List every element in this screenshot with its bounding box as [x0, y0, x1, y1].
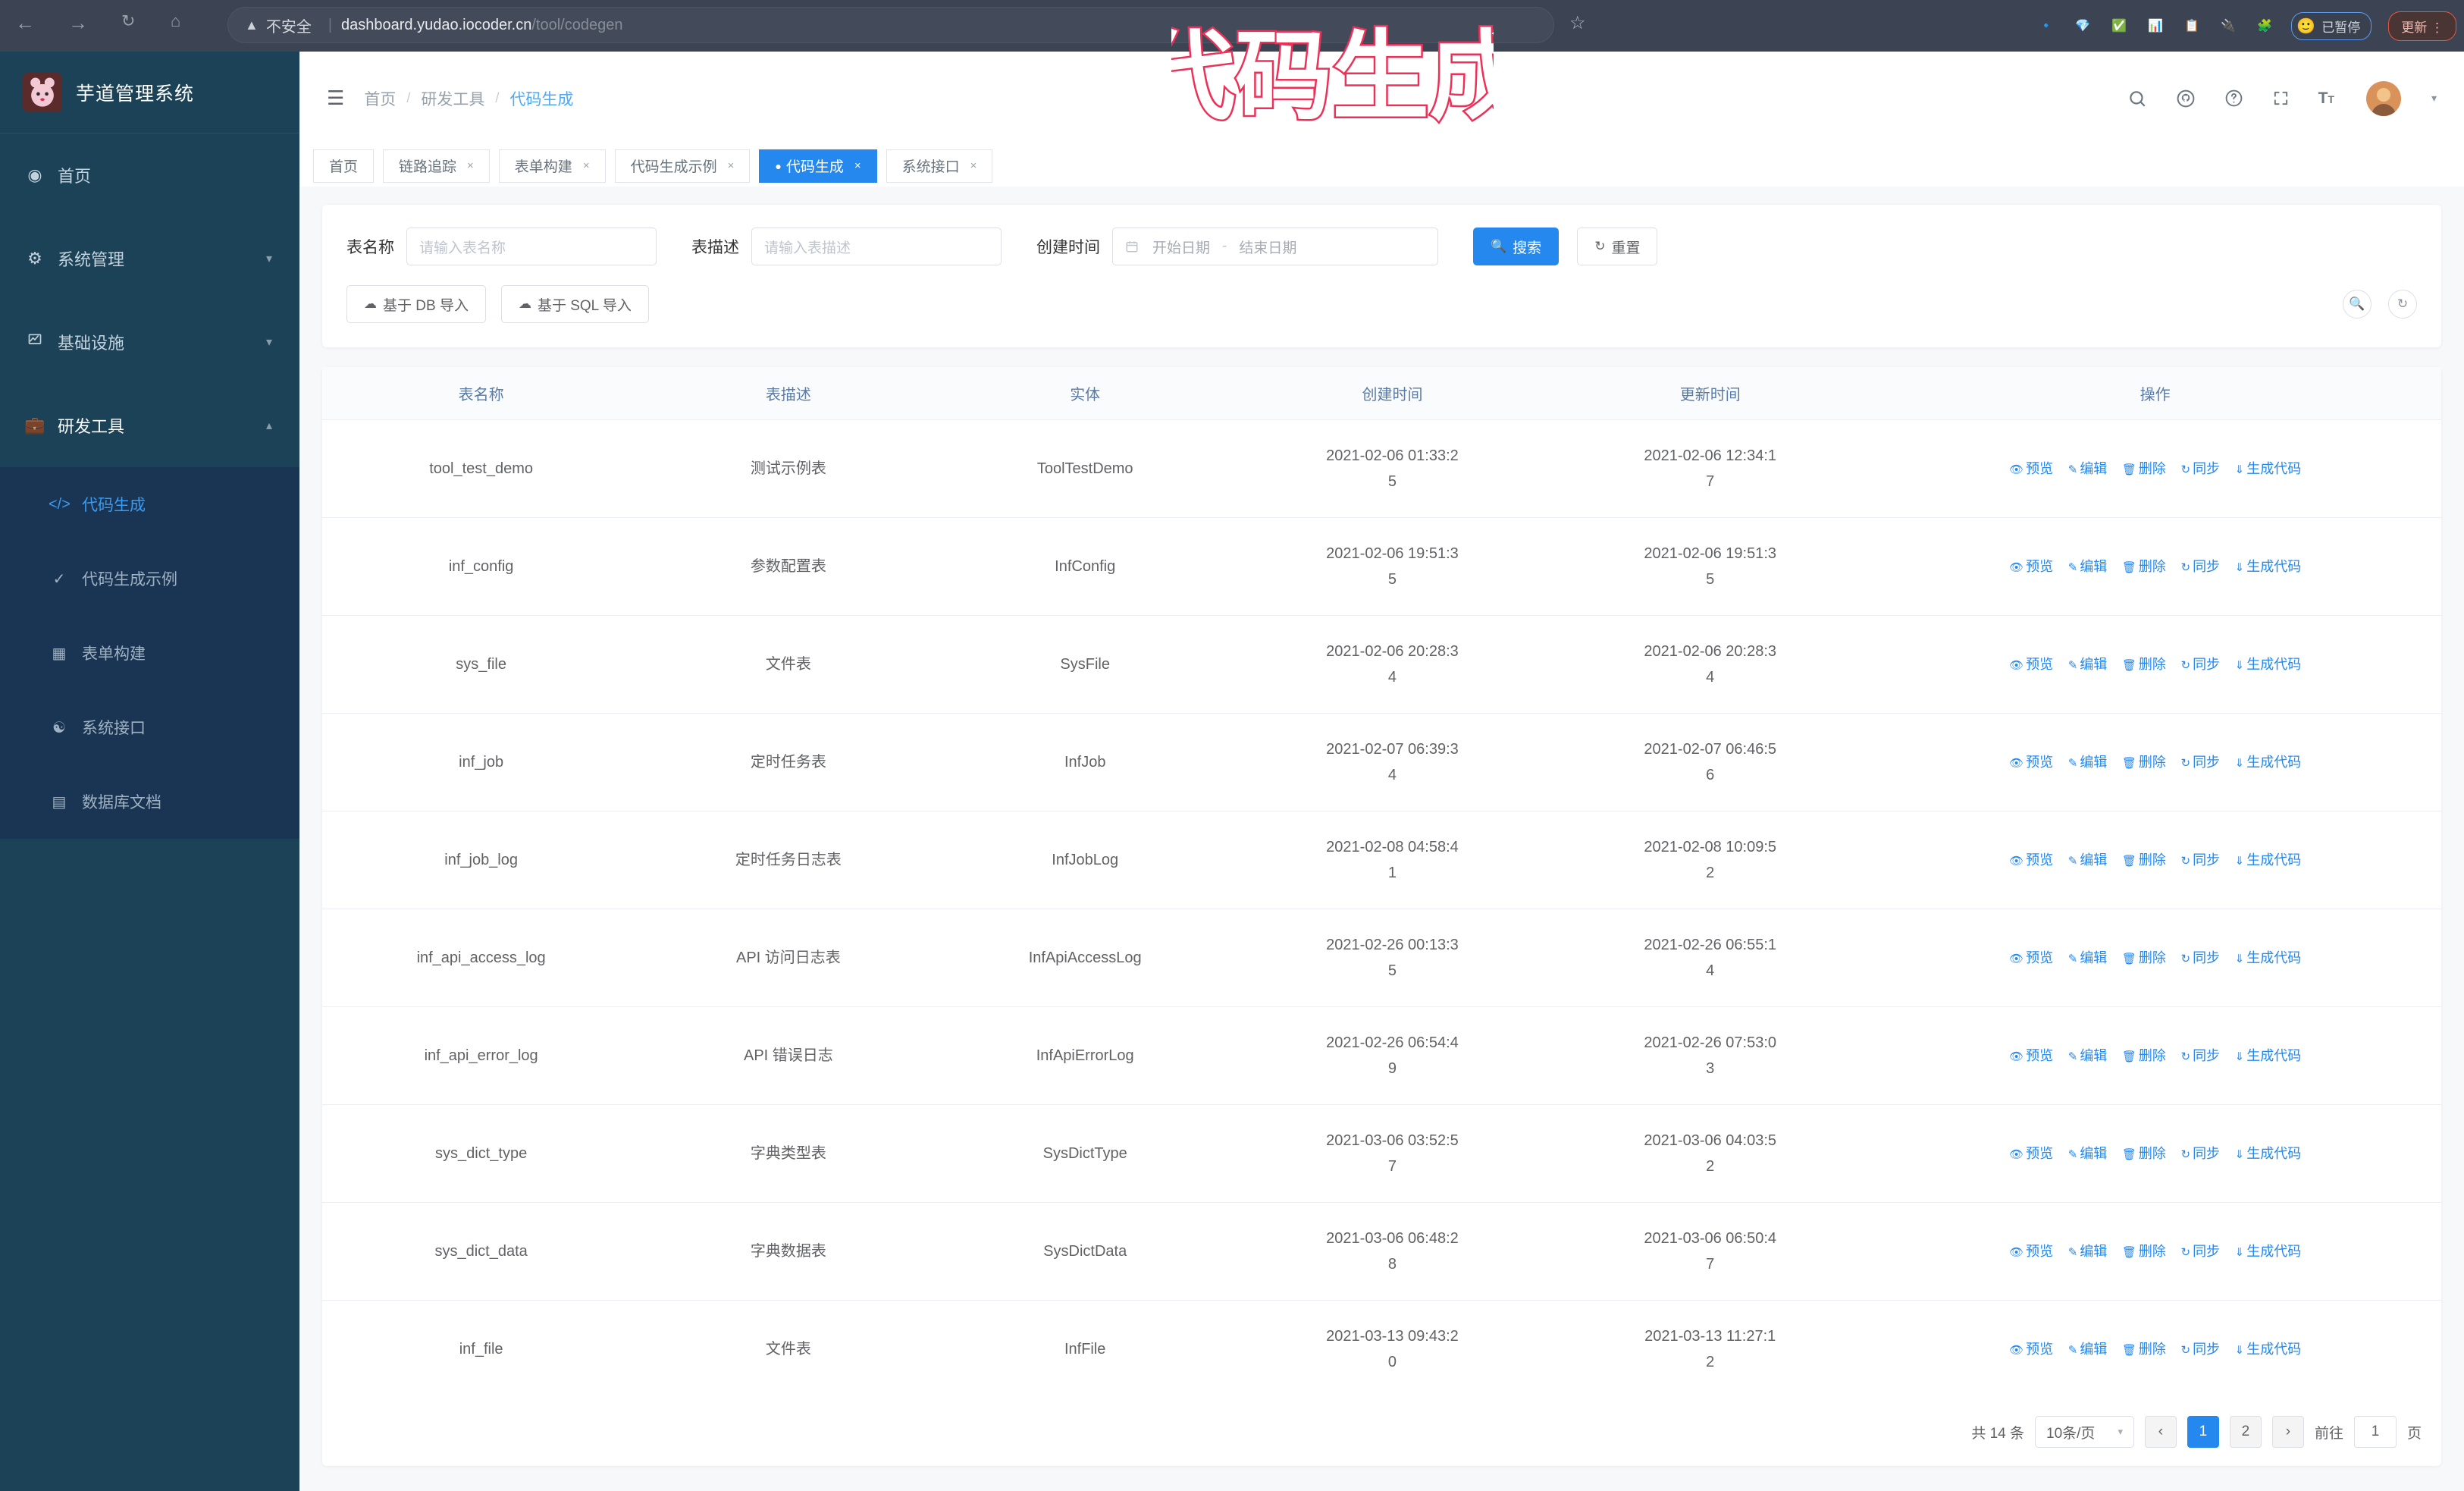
svg-text:代码生成: 代码生成 [1171, 23, 1494, 131]
